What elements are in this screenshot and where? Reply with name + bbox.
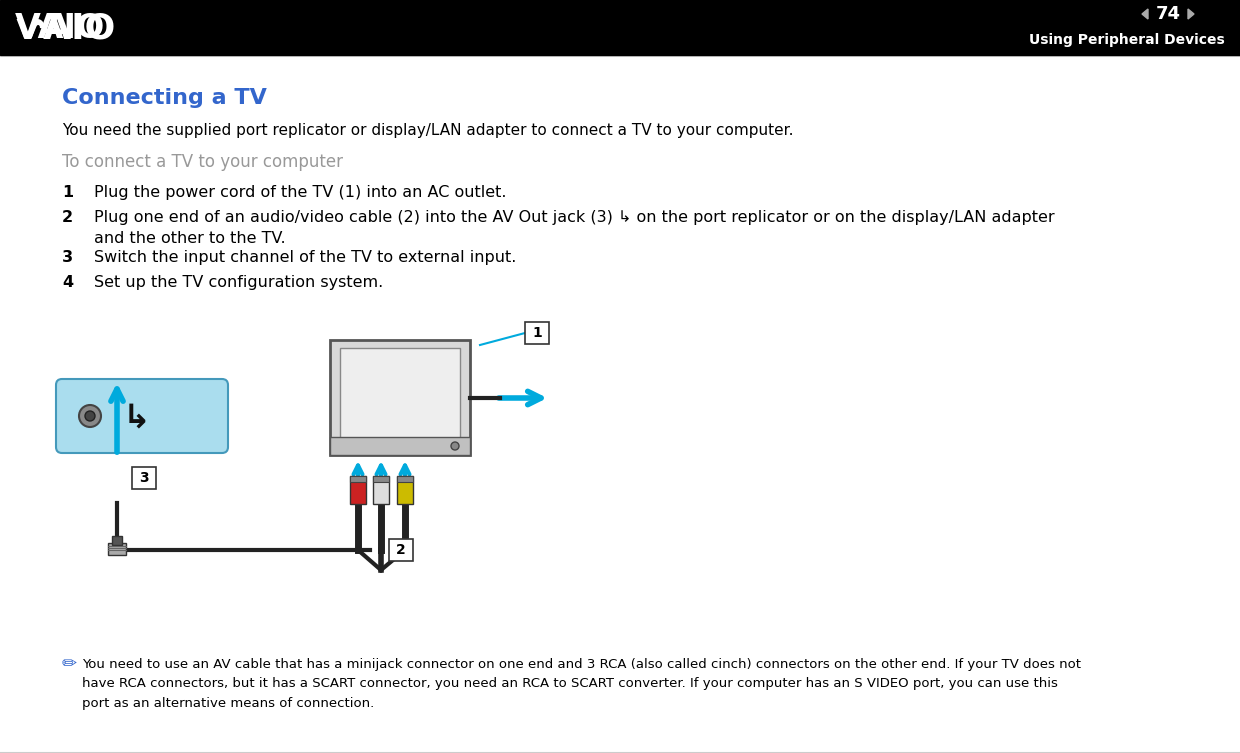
- Text: 74: 74: [1156, 5, 1180, 23]
- Text: ⱱAIO: ⱱAIO: [15, 11, 115, 46]
- Bar: [340, 348, 460, 438]
- Text: Using Peripheral Devices: Using Peripheral Devices: [1029, 33, 1225, 47]
- Circle shape: [79, 405, 100, 427]
- Text: 4: 4: [62, 275, 73, 290]
- Text: ↳: ↳: [123, 401, 151, 434]
- Polygon shape: [1142, 9, 1148, 19]
- Bar: [389, 539, 413, 561]
- Bar: [397, 476, 413, 504]
- Bar: [330, 340, 470, 455]
- Bar: [397, 476, 413, 482]
- Bar: [131, 467, 156, 489]
- Text: Set up the TV configuration system.: Set up the TV configuration system.: [94, 275, 383, 290]
- Text: To connect a TV to your computer: To connect a TV to your computer: [62, 153, 343, 171]
- Bar: [330, 437, 470, 455]
- Text: Plug one end of an audio/video cable (2) into the AV Out jack (3) ↳ on the port : Plug one end of an audio/video cable (2)…: [94, 210, 1055, 246]
- Text: 1: 1: [62, 185, 73, 200]
- FancyBboxPatch shape: [56, 379, 228, 453]
- Circle shape: [451, 442, 459, 450]
- Text: Connecting a TV: Connecting a TV: [62, 88, 267, 108]
- Bar: [350, 476, 366, 504]
- Bar: [525, 322, 549, 344]
- Text: 1: 1: [532, 326, 542, 340]
- Text: 3: 3: [139, 471, 149, 485]
- Text: Switch the input channel of the TV to external input.: Switch the input channel of the TV to ex…: [94, 250, 516, 265]
- Bar: [373, 476, 389, 504]
- Bar: [112, 536, 122, 545]
- Text: ✏: ✏: [62, 655, 77, 673]
- Bar: [350, 476, 366, 482]
- Text: 2: 2: [396, 543, 405, 557]
- Text: Plug the power cord of the TV (1) into an AC outlet.: Plug the power cord of the TV (1) into a…: [94, 185, 506, 200]
- Bar: [0, 0, 1240, 55]
- Text: 3: 3: [62, 250, 73, 265]
- Text: VAIO: VAIO: [15, 12, 105, 45]
- Bar: [108, 543, 126, 555]
- Bar: [373, 476, 389, 482]
- Text: You need the supplied port replicator or display/LAN adapter to connect a TV to : You need the supplied port replicator or…: [62, 123, 794, 138]
- Polygon shape: [1188, 9, 1194, 19]
- Text: You need to use an AV cable that has a minijack connector on one end and 3 RCA (: You need to use an AV cable that has a m…: [82, 658, 1081, 710]
- Text: 2: 2: [62, 210, 73, 225]
- Circle shape: [86, 411, 95, 421]
